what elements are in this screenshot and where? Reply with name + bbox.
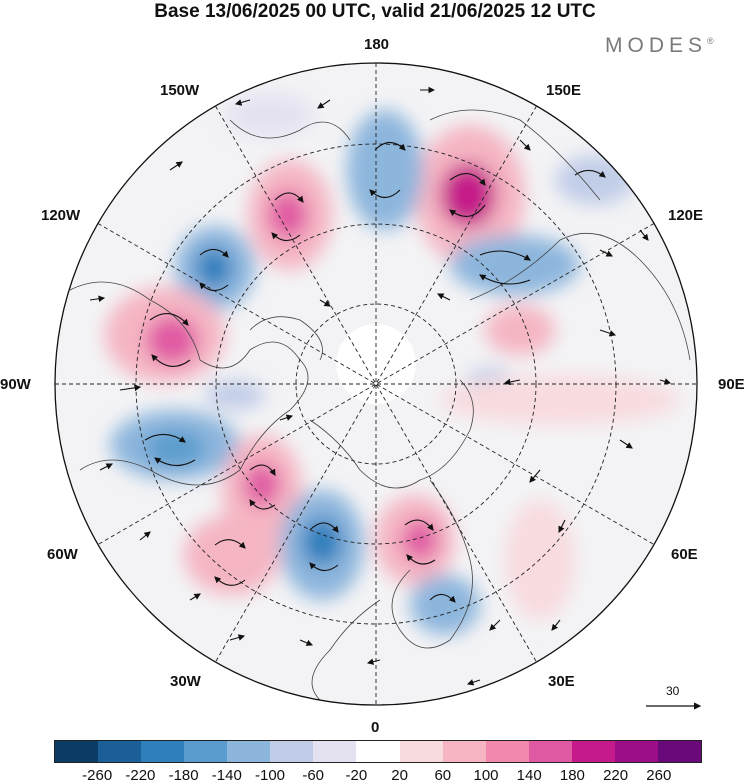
colorbar-tick-label: 100 [473, 767, 499, 784]
lon-label-60e: 60E [671, 546, 698, 563]
anomaly-field [105, 93, 680, 635]
anomaly-positive-core [268, 191, 308, 239]
colorbar-bin [657, 741, 701, 762]
colorbar-tick-label: -20 [345, 767, 368, 784]
lon-label-60w: 60W [47, 546, 78, 563]
lon-label-0: 0 [371, 719, 380, 736]
reference-vector-label: 30 [666, 684, 680, 698]
anomaly-positive [505, 500, 575, 620]
colorbar-tick-label: -180 [168, 767, 199, 784]
lon-label-90e: 90E [718, 376, 745, 393]
colorbar-bin [614, 741, 658, 762]
colorbar-tick-label: -100 [254, 767, 286, 784]
anomaly-negative-core [196, 248, 232, 288]
lon-label-120e: 120E [668, 207, 704, 224]
colorbar-bin [313, 741, 357, 762]
colorbar-tick-label: 20 [391, 767, 408, 784]
lon-label-90w: 90W [0, 376, 31, 393]
colorbar-bin [571, 741, 615, 762]
anomaly-positive [485, 305, 555, 355]
lon-label-180: 180 [364, 36, 390, 53]
lon-label-30w: 30W [170, 673, 201, 690]
colorbar-tick-label: 140 [516, 767, 542, 784]
colorbar-bin [184, 741, 228, 762]
map-disk [55, 63, 697, 705]
colorbar-bin [485, 741, 529, 762]
anomaly-positive [440, 375, 680, 425]
anomaly-negative [205, 380, 265, 410]
anomaly-negative-core [302, 518, 342, 566]
colorbar-bin [55, 741, 99, 762]
colorbar-bin [227, 741, 271, 762]
colorbar-tick-label: 260 [646, 767, 672, 784]
wind-vectors [89, 86, 672, 686]
colorbar [54, 740, 702, 763]
lon-label-120w: 120W [41, 207, 81, 224]
colorbar-tick-label: 220 [603, 767, 629, 784]
colorbar-bin [270, 741, 314, 762]
colorbar-bin [98, 741, 142, 762]
colorbar-tick-label: -60 [302, 767, 325, 784]
colorbar-bin [528, 741, 572, 762]
anomaly-negative [347, 110, 423, 230]
lon-label-30e: 30E [548, 673, 575, 690]
colorbar-bin [356, 741, 400, 762]
anomaly-negative-core [145, 430, 205, 466]
colorbar-bin [442, 741, 486, 762]
anomaly-negative [225, 93, 315, 137]
anomaly-positive-core [440, 163, 496, 227]
colorbar-tick-label: 60 [434, 767, 452, 784]
colorbar-tick-label: -260 [82, 767, 113, 784]
lon-label-150e: 150E [546, 82, 582, 99]
anomaly-positive-core [402, 520, 438, 560]
brand-logo: MODES® [605, 34, 714, 57]
anomaly-negative [450, 235, 580, 295]
colorbar-tick-label: -220 [125, 767, 156, 784]
colorbar-ticks: -260 -220 -180 -140 -100 -60 -20 20 60 100 140 180 2… [0, 767, 750, 784]
colorbar-tick-label: 180 [559, 767, 585, 784]
colorbar-bin [141, 741, 185, 762]
colorbar-bin [399, 741, 443, 762]
chart-title: Base 13/06/2025 00 UTC, valid 21/06/2025… [154, 1, 596, 22]
map-boundary [54, 62, 698, 706]
anomaly-positive-core [244, 463, 280, 507]
colorbar-tick-label: -140 [211, 767, 242, 784]
anomaly-positive [184, 515, 280, 595]
lon-label-150w: 150W [160, 82, 200, 99]
coastlines [69, 109, 691, 701]
graticule [55, 63, 697, 705]
